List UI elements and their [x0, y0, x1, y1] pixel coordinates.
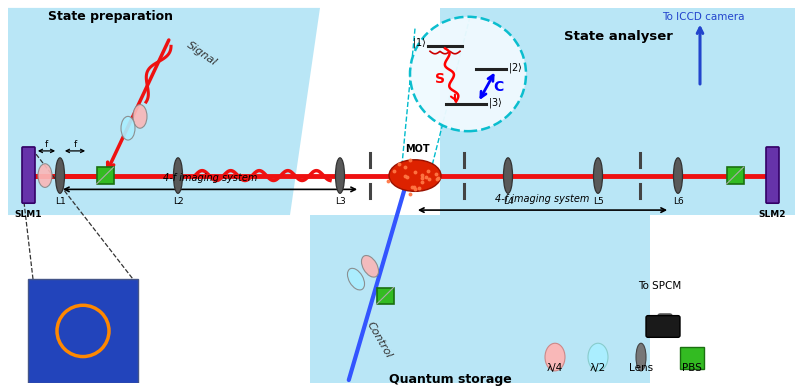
- Ellipse shape: [174, 158, 182, 193]
- Ellipse shape: [503, 158, 513, 193]
- Text: SLM1: SLM1: [14, 210, 42, 219]
- Text: State analyser: State analyser: [563, 29, 673, 43]
- FancyBboxPatch shape: [680, 347, 704, 369]
- Ellipse shape: [347, 268, 365, 290]
- Text: λ/2: λ/2: [590, 363, 606, 373]
- Circle shape: [410, 17, 526, 131]
- Ellipse shape: [389, 160, 441, 191]
- FancyBboxPatch shape: [22, 147, 35, 203]
- Text: C: C: [493, 80, 503, 94]
- Text: λ/4: λ/4: [547, 363, 563, 373]
- FancyBboxPatch shape: [726, 167, 743, 184]
- Text: Control: Control: [365, 320, 394, 360]
- Ellipse shape: [133, 104, 147, 128]
- Text: MOT: MOT: [405, 144, 430, 154]
- Polygon shape: [310, 215, 650, 383]
- Text: L4: L4: [502, 197, 514, 206]
- Ellipse shape: [335, 158, 345, 193]
- FancyBboxPatch shape: [28, 279, 138, 383]
- Text: S: S: [435, 72, 445, 86]
- Text: L3: L3: [334, 197, 346, 206]
- Text: To ICCD camera: To ICCD camera: [662, 12, 744, 22]
- Text: f: f: [45, 140, 48, 149]
- Text: Signal: Signal: [185, 40, 219, 68]
- Text: L5: L5: [593, 197, 603, 206]
- Ellipse shape: [588, 343, 608, 371]
- FancyBboxPatch shape: [377, 288, 394, 304]
- Ellipse shape: [55, 158, 65, 193]
- Text: 4-f imaging system: 4-f imaging system: [495, 194, 589, 204]
- Text: SLM2: SLM2: [758, 210, 786, 219]
- FancyBboxPatch shape: [97, 167, 114, 184]
- Text: L6: L6: [673, 197, 683, 206]
- Text: State preparation: State preparation: [47, 10, 173, 23]
- Ellipse shape: [38, 164, 52, 187]
- Polygon shape: [440, 8, 795, 215]
- Text: PBS: PBS: [682, 363, 702, 373]
- FancyBboxPatch shape: [646, 315, 680, 337]
- Ellipse shape: [121, 116, 135, 140]
- Text: To SPCM: To SPCM: [638, 281, 682, 291]
- Text: |2$\rangle$: |2$\rangle$: [508, 61, 522, 75]
- Ellipse shape: [674, 158, 682, 193]
- Text: Lens: Lens: [629, 363, 653, 373]
- Text: L2: L2: [173, 197, 183, 206]
- FancyBboxPatch shape: [766, 147, 779, 203]
- Ellipse shape: [636, 343, 646, 371]
- Text: |3$\rangle$: |3$\rangle$: [488, 95, 502, 109]
- Polygon shape: [8, 8, 320, 215]
- Ellipse shape: [594, 158, 602, 193]
- Text: Quantum storage: Quantum storage: [389, 373, 511, 386]
- Ellipse shape: [545, 343, 565, 371]
- Ellipse shape: [362, 255, 378, 277]
- Text: |1$\rangle$: |1$\rangle$: [411, 36, 426, 50]
- Text: 4-f imaging system: 4-f imaging system: [163, 173, 257, 184]
- Text: f: f: [74, 140, 77, 149]
- Text: L1: L1: [54, 197, 66, 206]
